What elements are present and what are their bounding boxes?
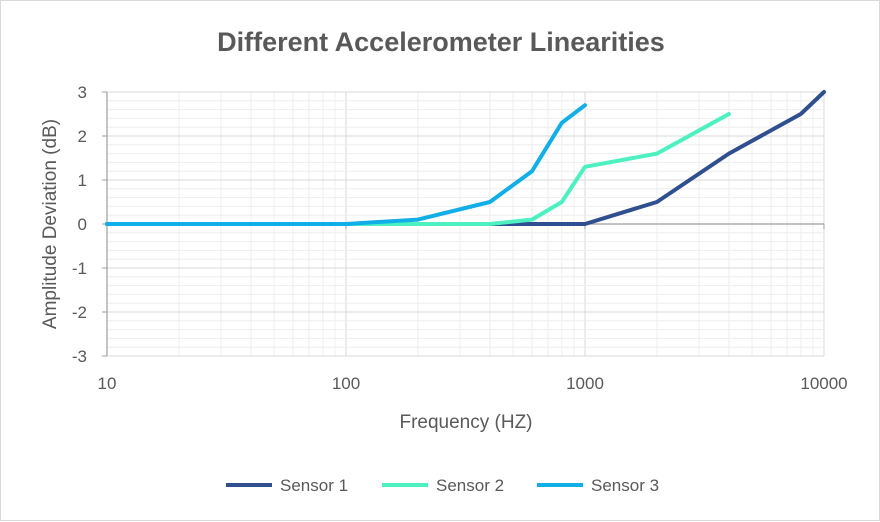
x-tick-label: 10000 <box>800 374 847 393</box>
legend-item: Sensor 1 <box>226 476 348 495</box>
x-tick-label: 1000 <box>566 374 604 393</box>
y-tick-label: 3 <box>78 83 87 102</box>
legend-item: Sensor 3 <box>537 476 659 495</box>
y-axis-label: Amplitude Deviation (dB) <box>40 119 61 329</box>
series-lines <box>105 90 826 226</box>
legend-label: Sensor 1 <box>280 476 348 495</box>
y-tick-label: -3 <box>72 347 87 366</box>
series-line-sensor-3 <box>105 103 587 226</box>
x-axis-label: Frequency (HZ) <box>399 412 532 433</box>
x-tick-label: 100 <box>332 374 360 393</box>
legend: Sensor 1 Sensor 2 Sensor 3 <box>226 476 659 495</box>
y-tick-label: 2 <box>78 127 87 146</box>
legend-label: Sensor 3 <box>591 476 659 495</box>
y-tick-label: 1 <box>78 171 87 190</box>
series-line-sensor-1 <box>105 90 826 226</box>
y-tick-label: -2 <box>72 303 87 322</box>
x-tick-label: 10 <box>98 374 117 393</box>
chart-title: Different Accelerometer Linearities <box>217 27 665 57</box>
y-tick-label: 0 <box>78 215 87 234</box>
y-tick-label: -1 <box>72 259 87 278</box>
legend-label: Sensor 2 <box>436 476 504 495</box>
legend-item: Sensor 2 <box>382 476 504 495</box>
